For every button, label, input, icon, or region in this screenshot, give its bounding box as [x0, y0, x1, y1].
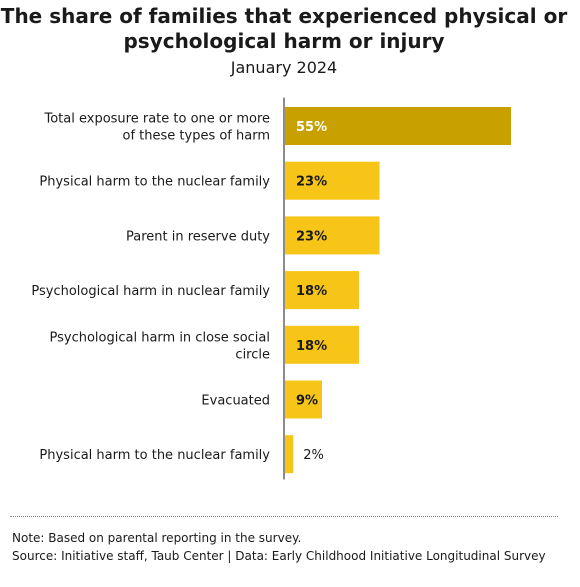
chart-title-line-2: psychological harm or injury: [123, 29, 445, 53]
category-label: Evacuated: [201, 394, 270, 409]
bar: [285, 325, 359, 364]
bar-value-label: 55%: [296, 120, 327, 135]
category-label: Physical harm to the nuclear family: [39, 448, 270, 463]
bar-value-label: 2%: [303, 448, 324, 463]
chart-title: The share of families that experienced p…: [0, 4, 568, 54]
category-label: Psychological harm in nuclear family: [31, 284, 270, 299]
bar: [285, 161, 380, 200]
footer-divider: [10, 516, 558, 517]
category-label: Psychological harm in close social circle: [50, 330, 271, 362]
bar-value-label: 23%: [296, 229, 327, 244]
category-label: Parent in reserve duty: [126, 229, 270, 244]
bar: [285, 216, 380, 255]
category-label: Physical harm to the nuclear family: [39, 175, 270, 190]
category-label: Total exposure rate to one or more of the…: [43, 112, 270, 144]
bar-value-label: 9%: [296, 394, 318, 409]
bar: [285, 271, 359, 310]
bar-value-label: 18%: [296, 339, 327, 354]
bar-value-label: 18%: [296, 284, 327, 299]
chart-subtitle: January 2024: [230, 58, 338, 77]
bar-value-label: 23%: [296, 175, 327, 190]
bar: [285, 380, 322, 419]
footer-note: Note: Based on parental reporting in the…: [12, 531, 302, 545]
footer-source: Source: Initiative staff, Taub Center | …: [12, 549, 546, 563]
bar: [285, 107, 511, 145]
chart-title-line-1: The share of families that experienced p…: [0, 4, 568, 28]
bar: [285, 435, 294, 474]
bar-chart: 55% Total exposure rate to one or more of …: [31, 97, 511, 480]
